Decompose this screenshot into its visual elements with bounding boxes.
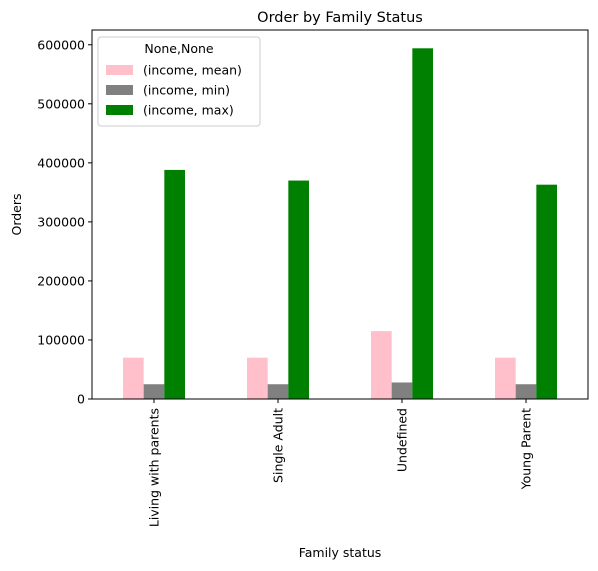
legend: None,None (income, mean)(income, min)(in… (97, 36, 261, 127)
bar-2-3 (391, 382, 413, 399)
y-tick-label: 400000 (37, 155, 85, 170)
bar-1-4 (495, 357, 516, 399)
y-tick-label: 300000 (37, 214, 85, 229)
x-tick-label: Living with parents (147, 408, 162, 527)
bar-2-4 (515, 384, 537, 399)
bar-3-4 (536, 184, 557, 399)
y-tick-label: 100000 (37, 332, 85, 347)
legend-swatch (106, 105, 133, 115)
legend-swatch (106, 65, 133, 75)
plot-frame (91, 29, 589, 400)
plot-area: 0 100000 200000 300000 400000 500000 600000 Li… (37, 29, 589, 527)
y-axis: 0 100000 200000 300000 400000 500000 600000 (37, 37, 92, 407)
x-tick-label: Single Adult (271, 408, 286, 483)
y-tick-label: 200000 (37, 273, 85, 288)
x-axis: Living with parents Single Adult Undefined… (147, 399, 534, 527)
bar-2-1 (143, 384, 165, 399)
bar-3-1 (164, 169, 185, 399)
legend-swatch (106, 85, 133, 95)
y-tick-label: 600000 (37, 37, 85, 52)
bar-1-2 (247, 357, 268, 399)
y-axis-label: Orders (9, 193, 24, 235)
x-tick-label: Young Parent (519, 408, 534, 490)
bar-3-3 (412, 48, 433, 400)
legend-label: (income, min) (143, 83, 230, 98)
legend-label: (income, mean) (143, 63, 242, 78)
bars-layer (123, 48, 557, 400)
y-tick-label: 500000 (37, 96, 85, 111)
bar-1-1 (123, 357, 144, 399)
x-tick-label: Undefined (395, 408, 410, 472)
chart-title: Order by Family Status (257, 10, 423, 26)
x-axis-label: Family status (299, 545, 382, 560)
legend-frame (97, 36, 261, 127)
bar-3-2 (288, 180, 309, 399)
bar-1-3 (371, 331, 392, 399)
legend-items: (income, mean) (income, min) (income, max) (106, 63, 242, 118)
y-tick-label: 0 (77, 392, 85, 407)
bar-2-2 (267, 384, 289, 399)
legend-title: None,None (144, 41, 214, 56)
legend-label: (income, max) (143, 103, 234, 118)
